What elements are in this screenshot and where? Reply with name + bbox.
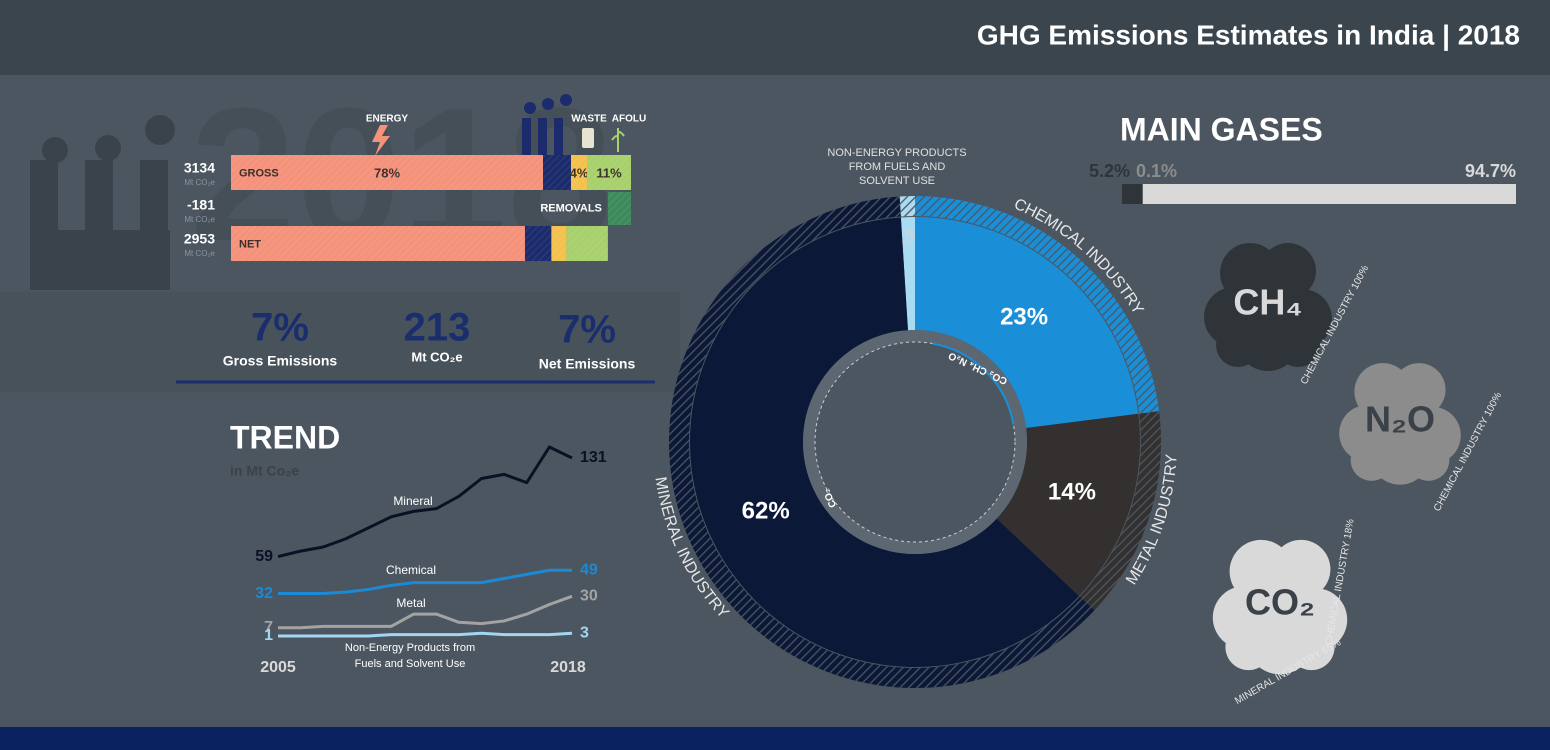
gas-name: CH₄ <box>1233 282 1302 323</box>
series-label: Non-Energy Products from Fuels and Solve… <box>344 642 476 670</box>
row-unit: Mt CO₂e <box>184 249 215 258</box>
factory-icon <box>522 94 572 155</box>
start-label: 1 <box>264 627 273 644</box>
line <box>278 631 573 638</box>
gases-title: MAIN GASES <box>1120 111 1323 147</box>
series-label: Metal <box>396 596 425 610</box>
hatch <box>607 192 631 225</box>
smoke <box>42 137 68 163</box>
value-label: 94.7% <box>1465 161 1516 181</box>
cloud-puff <box>1350 439 1393 481</box>
chimney <box>522 118 531 155</box>
chimney <box>538 118 547 155</box>
smoke <box>524 102 536 114</box>
trend-title: TREND <box>230 419 340 455</box>
cloud-puff <box>1288 623 1335 671</box>
legend-label: ENERGY <box>366 114 409 125</box>
cloud <box>1204 243 1332 371</box>
start-label: 59 <box>255 548 273 565</box>
end-label: 131 <box>580 449 607 466</box>
row-unit: Mt CO₂e <box>184 178 215 187</box>
hatch <box>899 196 915 217</box>
series-label: Chemical <box>386 563 436 577</box>
afolu-icon <box>611 128 625 152</box>
end-label: 49 <box>580 561 598 578</box>
end-label: 3 <box>580 624 589 641</box>
value-label: 62% <box>742 498 790 525</box>
cloud-puff <box>1407 439 1450 481</box>
cloud-puff <box>1216 323 1260 367</box>
donut-slice <box>996 413 1140 597</box>
highlight-value: 213 <box>404 306 471 350</box>
donut-slice <box>690 217 1080 668</box>
cloud-puff <box>1260 243 1316 299</box>
highlight-value: 7% <box>251 306 309 350</box>
accent-arc <box>932 342 1015 425</box>
line <box>278 594 573 630</box>
hatch <box>668 196 1095 688</box>
gas-name: N₂O <box>1365 399 1435 440</box>
highlight-label: Mt CO₂e <box>411 349 462 364</box>
cloud-puff <box>1271 539 1331 599</box>
highlight-value: 7% <box>558 308 616 352</box>
factory-icon <box>30 115 175 290</box>
row-total: 2953 <box>184 231 215 247</box>
chimney <box>554 118 563 155</box>
energy-icon <box>372 125 390 156</box>
line <box>277 445 573 559</box>
row-unit: Mt CO₂e <box>184 215 215 224</box>
donut-slice <box>900 217 915 331</box>
value-label: 14% <box>1048 478 1096 505</box>
start-label: 32 <box>255 585 273 602</box>
row-label: REMOVALS <box>540 202 602 214</box>
highlight-label: Net Emissions <box>539 356 636 372</box>
hatch <box>1079 411 1161 611</box>
row-label: GROSS <box>239 167 279 179</box>
trend-subtitle: in Mt Co₂e <box>230 463 299 479</box>
start-label: 7 <box>264 619 273 636</box>
category-label: NON-ENERGY PRODUCTS FROM FUELS AND SOLVE… <box>827 147 967 187</box>
smoke <box>542 98 554 110</box>
row-label: NET <box>239 238 261 250</box>
dashed-ring <box>814 341 1016 543</box>
smoke <box>560 94 572 106</box>
page-title: GHG Emissions Estimates in India | 2018 <box>977 19 1520 50</box>
hatch <box>231 155 631 190</box>
donut-slice <box>915 217 1139 428</box>
footer-bar <box>0 727 1550 750</box>
donut-hole <box>803 330 1027 554</box>
value-label: 5.2% <box>1089 161 1130 181</box>
legend-label: AFOLU <box>612 114 646 125</box>
value-label: 23% <box>1000 304 1048 331</box>
series-label: Mineral <box>393 494 432 508</box>
factory-base <box>30 230 170 290</box>
band <box>0 292 680 392</box>
x-tick-label: 2018 <box>550 659 586 676</box>
row-total: 3134 <box>184 160 215 176</box>
smoke <box>95 135 121 161</box>
hatch <box>231 226 608 261</box>
cloud <box>1212 539 1348 675</box>
value-label: 0.1% <box>1136 161 1177 181</box>
waste-icon <box>582 128 594 148</box>
line <box>278 568 572 596</box>
hatch <box>915 196 1160 414</box>
cloud-puff <box>1392 363 1446 417</box>
highlight-label: Gross Emissions <box>223 353 338 369</box>
bar-segment <box>1142 184 1516 204</box>
legend-label: WASTE <box>571 114 607 125</box>
end-label: 30 <box>580 588 598 605</box>
cloud-puff <box>1225 623 1272 671</box>
x-tick-label: 2005 <box>260 659 296 676</box>
row-total: -181 <box>187 197 215 213</box>
header-bar <box>0 0 1550 75</box>
bar-segment <box>1122 184 1143 204</box>
cloud-puff <box>1276 323 1320 367</box>
smoke <box>145 115 175 145</box>
gas-name: CO₂ <box>1245 582 1315 623</box>
cloud <box>1339 363 1461 485</box>
